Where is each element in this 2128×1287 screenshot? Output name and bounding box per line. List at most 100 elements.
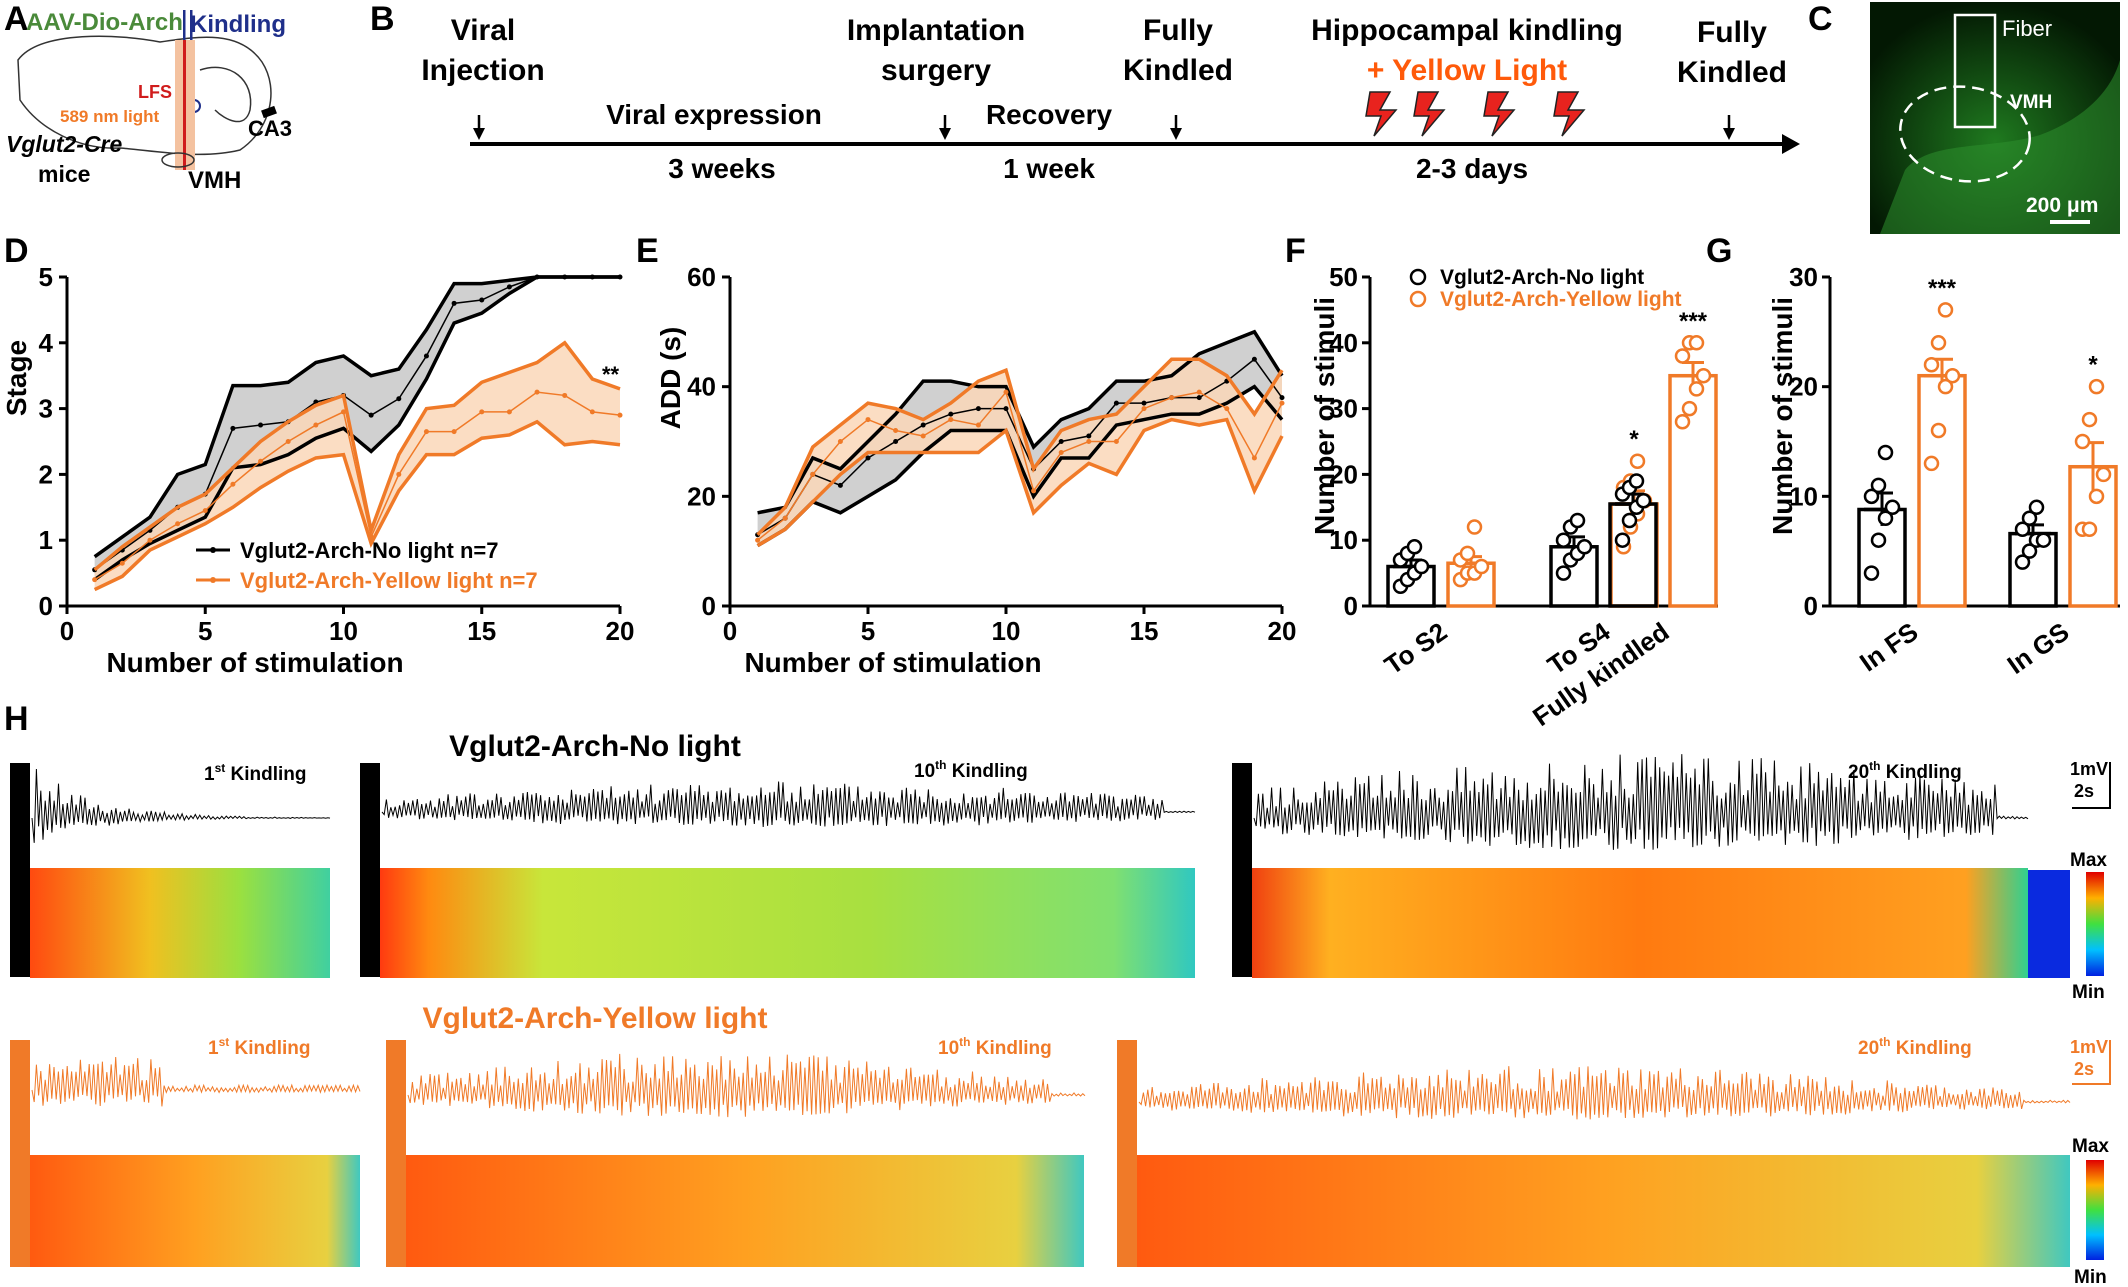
data-point bbox=[396, 396, 402, 402]
x-tick-label: 15 bbox=[1130, 616, 1159, 646]
spectrogram bbox=[1137, 1155, 2070, 1267]
data-point bbox=[1086, 433, 1092, 439]
tissue-glow bbox=[1880, 60, 2120, 234]
eeg-trace bbox=[31, 768, 331, 843]
data-point bbox=[1930, 335, 1947, 351]
data-point bbox=[1944, 367, 1961, 384]
colorbar-min: Min bbox=[2072, 982, 2105, 1003]
data-point bbox=[617, 412, 623, 418]
data-point bbox=[837, 439, 843, 444]
y-tick-label: 0 bbox=[702, 591, 716, 621]
event-implant-line1: Implantation bbox=[847, 14, 1025, 47]
colorbar bbox=[2086, 1160, 2104, 1260]
data-point bbox=[1473, 558, 1490, 575]
data-point bbox=[920, 433, 926, 439]
data-point bbox=[2021, 510, 2038, 527]
data-point bbox=[562, 274, 568, 280]
x-tick-label: 20 bbox=[1268, 616, 1297, 646]
data-point bbox=[617, 274, 623, 280]
series-mean-line bbox=[94, 391, 621, 581]
stim-bar-yellow bbox=[386, 1040, 406, 1267]
y-tick-label: 20 bbox=[1789, 372, 1818, 402]
data-point bbox=[1614, 532, 1631, 548]
construct-label: AAV-Dio-Arch bbox=[26, 9, 183, 36]
trace-label: 20th Kindling bbox=[1848, 759, 1962, 783]
data-point bbox=[313, 422, 319, 428]
data-point bbox=[451, 429, 457, 435]
fiber-track bbox=[1953, 13, 1997, 129]
data-point bbox=[341, 409, 346, 415]
y-tick-label: 40 bbox=[687, 372, 716, 402]
data-point bbox=[1279, 395, 1285, 401]
y-tick-label: 30 bbox=[1789, 262, 1818, 292]
data-point bbox=[1196, 395, 1202, 401]
chart-e-ylabel: ADD (s) bbox=[655, 327, 686, 430]
light-label: 589 nm light bbox=[60, 107, 160, 126]
legend-dot bbox=[210, 577, 216, 583]
bar bbox=[1917, 373, 1967, 608]
data-point bbox=[837, 482, 843, 488]
panel-d: D 0 1 2 3 4 5 0 5 10 15 20 Number of stimulation S… bbox=[1, 232, 634, 678]
chart-f-ylabel: Number of stimuli bbox=[1309, 297, 1340, 535]
data-point bbox=[1555, 565, 1572, 581]
chart-d-ylabel: Stage bbox=[1, 340, 32, 416]
y-tick-label: 40 bbox=[1329, 328, 1358, 358]
data-point bbox=[920, 422, 926, 428]
category-label: In GS bbox=[2002, 616, 2075, 680]
data-point bbox=[1569, 512, 1586, 529]
data-point bbox=[1863, 488, 1880, 505]
data-point bbox=[2088, 378, 2105, 395]
x-tick-label: 15 bbox=[467, 616, 496, 646]
panel-letter-d: D bbox=[4, 232, 29, 270]
data-point bbox=[230, 425, 236, 431]
x-tick-label: 0 bbox=[60, 616, 74, 646]
series-line-lower bbox=[756, 417, 1284, 548]
data-point bbox=[1863, 565, 1880, 581]
sem-band bbox=[94, 277, 620, 580]
colorbar-max: Max bbox=[2070, 850, 2107, 871]
data-point bbox=[368, 412, 374, 418]
chart-e: 0 20 40 60 0 5 10 15 20 bbox=[687, 262, 1296, 646]
lfs-label: LFS bbox=[138, 82, 172, 102]
chart-g-ylabel: Number of stimuli bbox=[1767, 297, 1798, 535]
scale-bar-h-yellow bbox=[2072, 1040, 2111, 1085]
data-point bbox=[1466, 519, 1483, 535]
y-tick-label: 10 bbox=[1789, 481, 1818, 511]
duration-1-week: 1 week bbox=[1003, 153, 1095, 184]
data-point bbox=[975, 422, 981, 428]
data-point bbox=[589, 409, 595, 415]
panel-g: G 0 10 20 30 *** In FS * In GS Number of stimul… bbox=[1706, 232, 2120, 680]
data-point bbox=[1576, 539, 1593, 555]
lightning-icon bbox=[1483, 91, 1516, 137]
panel-letter-g: G bbox=[1706, 232, 1732, 270]
event-arrowhead bbox=[1723, 128, 1735, 140]
significance-label: * bbox=[2088, 352, 2098, 379]
trace-label: 1st Kindling bbox=[208, 1035, 311, 1059]
lfs-electrode bbox=[183, 40, 186, 170]
trace-label: 10th Kindling bbox=[938, 1035, 1052, 1059]
series-line-lower bbox=[93, 419, 621, 592]
y-tick-label: 30 bbox=[1329, 394, 1358, 424]
data-point bbox=[1058, 449, 1064, 455]
event-implant-line2: surgery bbox=[881, 54, 991, 87]
data-point bbox=[893, 439, 899, 444]
category-label: In FS bbox=[1854, 616, 1923, 677]
x-tick-label: 0 bbox=[723, 616, 737, 646]
series-line-upper bbox=[756, 357, 1284, 536]
series-line-upper bbox=[93, 275, 620, 559]
ca3-dot bbox=[261, 105, 277, 119]
scale-s: 2s bbox=[2074, 781, 2094, 801]
data-point bbox=[368, 534, 374, 540]
data-point bbox=[1413, 558, 1430, 575]
panel-c: C Fiber VMH 200 μm bbox=[1808, 0, 2120, 234]
eeg-trace bbox=[1253, 754, 2029, 850]
data-point bbox=[423, 429, 429, 435]
panel-a: A AAV-Dio-Arch Kindling LFS 589 nm light… bbox=[4, 0, 292, 194]
event-kindled-line1: Fully bbox=[1143, 14, 1213, 47]
data-point bbox=[782, 515, 788, 521]
data-point bbox=[534, 274, 540, 280]
eeg-trace bbox=[407, 1053, 1086, 1118]
data-point bbox=[1031, 488, 1037, 494]
